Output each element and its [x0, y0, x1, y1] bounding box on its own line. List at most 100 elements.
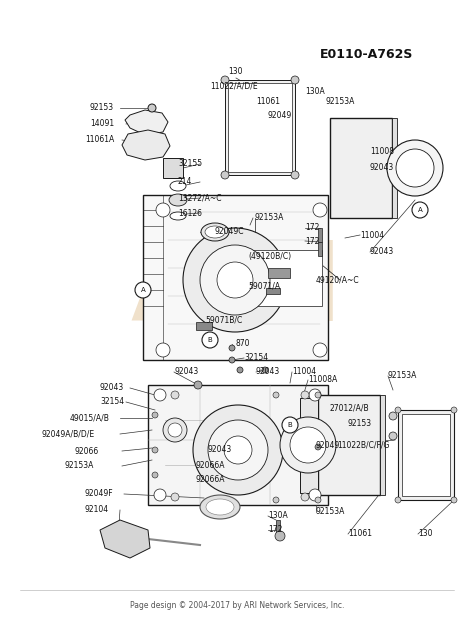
Polygon shape	[100, 520, 150, 558]
Circle shape	[313, 203, 327, 217]
Text: 870: 870	[236, 339, 250, 348]
Text: 92043: 92043	[100, 384, 124, 392]
Text: Page design © 2004-2017 by ARI Network Services, Inc.: Page design © 2004-2017 by ARI Network S…	[130, 600, 344, 610]
Circle shape	[221, 171, 229, 179]
Circle shape	[229, 357, 235, 363]
Bar	[398, 410, 454, 500]
Circle shape	[168, 423, 182, 437]
Circle shape	[224, 436, 252, 464]
Text: 92153: 92153	[90, 103, 114, 113]
Bar	[143, 195, 328, 360]
Circle shape	[135, 282, 151, 298]
Text: 92066A: 92066A	[196, 461, 226, 469]
Circle shape	[208, 420, 268, 480]
Circle shape	[387, 140, 443, 196]
Bar	[228, 83, 292, 172]
Text: 49015/A/B: 49015/A/B	[70, 413, 110, 423]
Circle shape	[229, 345, 235, 351]
Text: 13272/A~C: 13272/A~C	[178, 194, 221, 202]
Text: 92066: 92066	[75, 446, 99, 456]
Text: 172: 172	[305, 223, 319, 233]
Circle shape	[171, 493, 179, 501]
Circle shape	[262, 367, 268, 373]
Circle shape	[282, 417, 298, 433]
Text: 92066A: 92066A	[196, 475, 226, 485]
Text: (49120B/C): (49120B/C)	[248, 251, 291, 261]
Text: 11061: 11061	[256, 97, 280, 105]
Circle shape	[152, 412, 158, 418]
Circle shape	[451, 497, 457, 503]
Text: 32154: 32154	[244, 353, 268, 363]
Polygon shape	[125, 110, 168, 135]
Circle shape	[154, 489, 166, 501]
Text: 172: 172	[305, 236, 319, 246]
Circle shape	[313, 343, 327, 357]
Text: 172: 172	[268, 526, 283, 534]
Circle shape	[291, 171, 299, 179]
Circle shape	[152, 447, 158, 453]
Circle shape	[194, 381, 202, 389]
Circle shape	[152, 472, 158, 478]
Circle shape	[395, 497, 401, 503]
Circle shape	[156, 343, 170, 357]
Text: 92153A: 92153A	[316, 508, 346, 516]
Bar	[225, 80, 295, 175]
Bar	[318, 242, 322, 256]
Bar	[392, 118, 397, 218]
Circle shape	[451, 407, 457, 413]
Text: 92153A: 92153A	[388, 371, 418, 381]
Text: 92043: 92043	[208, 446, 232, 454]
Circle shape	[171, 391, 179, 399]
Circle shape	[301, 391, 309, 399]
Circle shape	[217, 262, 253, 298]
Text: 16126: 16126	[178, 209, 202, 217]
Bar	[330, 118, 392, 218]
Text: 92049F: 92049F	[85, 490, 114, 498]
Text: 11061A: 11061A	[85, 136, 114, 144]
Text: 92104: 92104	[85, 506, 109, 514]
Circle shape	[221, 76, 229, 84]
Text: 32154: 32154	[100, 397, 124, 407]
Circle shape	[200, 245, 270, 315]
Circle shape	[193, 405, 283, 495]
Circle shape	[163, 418, 187, 442]
Text: 92049: 92049	[316, 441, 340, 449]
Text: 92153A: 92153A	[65, 462, 94, 470]
Text: 11022B/C/F/G: 11022B/C/F/G	[337, 441, 389, 449]
Circle shape	[273, 497, 279, 503]
Text: 92043: 92043	[256, 368, 280, 376]
Bar	[266, 288, 280, 294]
Bar	[402, 414, 450, 496]
Bar	[163, 158, 183, 178]
Circle shape	[309, 489, 321, 501]
Text: 32155: 32155	[178, 160, 202, 168]
Circle shape	[389, 432, 397, 440]
Text: E0110-A762S: E0110-A762S	[320, 48, 413, 61]
Text: 92153: 92153	[348, 420, 372, 428]
Circle shape	[290, 427, 326, 463]
Circle shape	[291, 76, 299, 84]
Text: 92049A/B/D/E: 92049A/B/D/E	[42, 430, 95, 438]
Circle shape	[315, 497, 321, 503]
Circle shape	[237, 367, 243, 373]
Ellipse shape	[170, 212, 186, 220]
Text: ARI: ARI	[130, 238, 344, 344]
Circle shape	[412, 202, 428, 218]
Ellipse shape	[206, 499, 234, 515]
Text: 92043: 92043	[370, 248, 394, 256]
Ellipse shape	[201, 223, 229, 241]
Circle shape	[301, 493, 309, 501]
Bar	[276, 520, 280, 534]
Text: 11008A: 11008A	[308, 376, 337, 384]
Text: 130: 130	[228, 67, 243, 77]
Circle shape	[273, 392, 279, 398]
Text: 59071B/C: 59071B/C	[205, 316, 242, 324]
Text: 92043: 92043	[175, 368, 199, 376]
Circle shape	[154, 389, 166, 401]
Bar	[268, 268, 290, 278]
Bar	[380, 395, 385, 495]
Text: A: A	[418, 207, 422, 213]
Ellipse shape	[205, 226, 225, 238]
Bar	[318, 395, 380, 495]
Text: 92153A: 92153A	[326, 98, 356, 106]
